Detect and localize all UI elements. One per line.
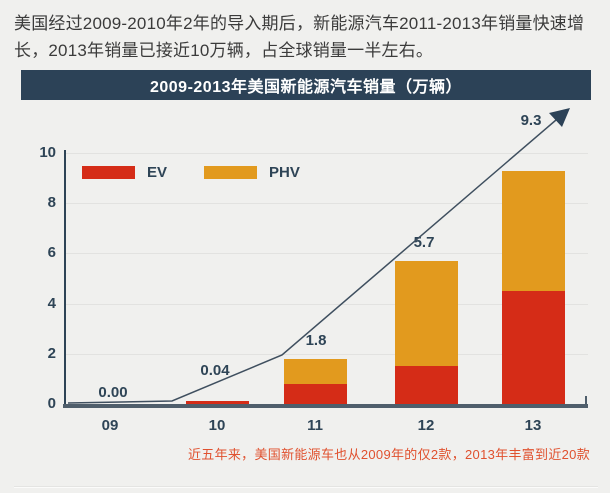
x-axis-baseline [63,404,588,408]
chart-footnote: 近五年来，美国新能源车也从2009年的仅2款，2013年丰富到近20款 [187,447,590,462]
bar-segment-phv-12 [394,261,458,366]
bar-segment-ev-12 [394,366,458,404]
bar-segment-ev-11 [283,384,347,404]
y-tick-label: 6 [47,244,56,261]
legend-label-ev: EV [147,163,168,181]
y-tick-label: 4 [47,295,56,312]
bar-segment-phv-11 [283,359,347,384]
y-tick-label: 8 [47,194,56,211]
x-tick-label: 10 [208,417,226,434]
intro-paragraph: 美国经过2009-2010年2年的导入期后，新能源汽车2011-2013年销量快… [14,14,585,60]
legend-swatch-phv [204,165,258,179]
legend-swatch-ev [82,165,135,179]
x-tick-label: 12 [417,417,435,434]
x-tick-label: 13 [524,417,542,434]
bar-total-label: 9.3 [520,112,542,129]
gridline [66,153,588,154]
chart-title-bar: 2009-2013年美国新能源汽车销量（万辆） [21,70,591,100]
bar-total-label: 1.8 [305,332,327,349]
bar-total-label: 5.7 [413,234,435,251]
x-axis-end-tick [585,396,587,404]
y-axis-line [64,150,66,406]
y-tick-label: 0 [47,395,56,412]
bar-total-label: 0.00 [98,384,128,401]
y-tick-label: 10 [39,144,56,161]
legend-label-phv: PHV [269,163,300,181]
bar-segment-ev-13 [501,291,565,404]
bar-total-label: 0.04 [200,362,230,379]
bar-segment-ev-10 [185,401,249,404]
x-tick-label: 11 [307,417,323,434]
x-tick-label: 09 [101,417,119,434]
y-tick-label: 2 [47,345,56,362]
bottom-divider [14,486,598,488]
chart-title: 2009-2013年美国新能源汽车销量（万辆） [149,79,463,96]
chart-legend: EV PHV [82,162,337,182]
bar-segment-phv-13 [501,171,565,291]
